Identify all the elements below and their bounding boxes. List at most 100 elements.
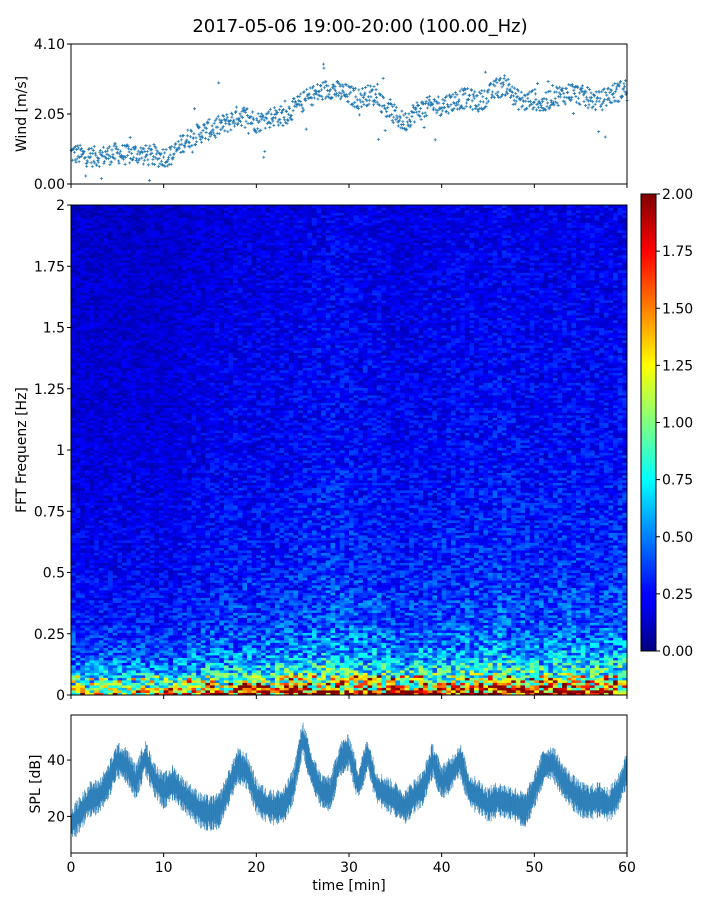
spectrogram-cell xyxy=(279,675,285,678)
spectrogram-cell xyxy=(599,640,605,643)
spectrogram-cell xyxy=(469,690,475,693)
spectrogram-cell xyxy=(603,665,609,668)
spectrogram-cell xyxy=(534,647,540,651)
wind-data-point xyxy=(84,162,88,166)
spectrogram-cell xyxy=(608,622,614,626)
spectrogram-cell xyxy=(390,650,396,653)
spectrogram-cell xyxy=(247,660,253,663)
spectrogram-cell xyxy=(478,682,484,686)
spectrogram-cell xyxy=(168,682,174,686)
spectrogram-cell xyxy=(464,617,470,621)
spectrogram-cell xyxy=(325,645,331,648)
spectrogram-cell xyxy=(386,677,392,681)
wind-data-point xyxy=(284,120,288,124)
spectrogram-cell xyxy=(427,675,433,678)
spectrogram-cell xyxy=(501,672,507,676)
spectrogram-cell xyxy=(103,637,109,641)
spectrogram-cell xyxy=(538,650,544,653)
spectrogram-cell xyxy=(177,635,183,638)
spectrogram-cell xyxy=(149,665,155,668)
spectrogram-cell xyxy=(117,665,123,668)
spectrogram-cell xyxy=(270,625,276,628)
spectrogram-cell xyxy=(543,670,549,673)
spectrogram-cell xyxy=(196,647,202,651)
spectrogram-cell xyxy=(265,647,271,651)
spectrogram-cell xyxy=(538,655,544,658)
spectrogram-cell xyxy=(603,622,609,626)
spectrogram-cell xyxy=(576,657,582,661)
spectrogram-cell xyxy=(270,682,276,686)
spectrogram-cell xyxy=(325,680,331,683)
spectrogram-cell xyxy=(80,612,86,616)
spectrogram-cell xyxy=(233,665,239,668)
spectrogram-cell xyxy=(237,687,243,691)
spectrogram-cell xyxy=(344,660,350,663)
spectrogram-cell xyxy=(390,652,396,656)
spectrogram-cell xyxy=(460,630,466,633)
wind-data-point xyxy=(173,145,177,149)
spectrogram-cell xyxy=(330,620,336,623)
spectrogram-cell xyxy=(488,632,494,636)
spectrogram-cell xyxy=(126,630,132,633)
spectrogram-cell xyxy=(483,665,489,668)
spectrogram-cell xyxy=(562,652,568,656)
spectrogram-cell xyxy=(585,685,591,688)
spectrogram-cell xyxy=(437,642,443,646)
spectrogram-cell xyxy=(488,677,494,681)
spectrogram-cell xyxy=(159,660,165,663)
spectrogram-cell xyxy=(529,640,535,643)
spectrogram-cell xyxy=(112,685,118,688)
spectrogram-cell xyxy=(557,657,563,661)
spectrogram-cell xyxy=(538,687,544,691)
spectrogram-cell xyxy=(288,675,294,678)
spectrogram-cell xyxy=(576,630,582,633)
spectrogram-cell xyxy=(145,622,151,626)
wind-data-point xyxy=(363,86,367,90)
spectrogram-cell xyxy=(427,627,433,631)
spectrogram-cell xyxy=(233,690,239,693)
spectrogram-cell xyxy=(200,655,206,658)
wind-data-point xyxy=(197,133,201,137)
spectrogram-cell xyxy=(140,675,146,678)
spectrogram-cell xyxy=(474,650,480,653)
spectrogram-cell xyxy=(464,645,470,648)
spectrogram-cell xyxy=(302,657,308,661)
wind-plot-area xyxy=(71,44,627,184)
spectrogram-cell xyxy=(210,630,216,633)
spectrogram-cell xyxy=(191,675,197,678)
spectrogram-cell xyxy=(186,655,192,658)
spectrogram-cell xyxy=(349,640,355,643)
spectrogram-cell xyxy=(478,637,484,641)
spectrogram-cell xyxy=(302,680,308,683)
spectrogram-cell xyxy=(469,675,475,678)
spectrogram-cell xyxy=(251,687,257,691)
spectrogram-cell xyxy=(251,665,257,668)
spectrogram-cell xyxy=(506,647,512,651)
spectrogram-cell xyxy=(140,620,146,623)
spectrogram-cell xyxy=(260,672,266,676)
spectrogram-cell xyxy=(395,652,401,656)
spectrogram-cell xyxy=(108,687,114,691)
spectrogram-cell xyxy=(121,682,127,686)
spectrogram-cell xyxy=(589,615,595,618)
spectrogram-cell xyxy=(325,657,331,661)
spectrogram-cell xyxy=(89,630,95,633)
spectrogram-cell xyxy=(140,617,146,621)
spectrogram-cell xyxy=(94,615,100,618)
spectrogram-cell xyxy=(274,637,280,641)
spectrogram-cell xyxy=(237,637,243,641)
spectrogram-cell xyxy=(228,677,234,681)
wind-data-point xyxy=(345,83,349,87)
spectrogram-cell xyxy=(589,650,595,653)
spectrogram-cell xyxy=(446,625,452,628)
spectrogram-cell xyxy=(126,652,132,656)
spectrogram-cell xyxy=(492,665,498,668)
spectrogram-cell xyxy=(191,662,197,666)
spectrogram-cell xyxy=(571,677,577,681)
spectrogram-cell xyxy=(594,680,600,683)
spectrogram-cell xyxy=(131,672,137,676)
spectrogram-cell xyxy=(325,667,331,671)
wind-data-point xyxy=(287,112,291,116)
spectrogram-cell xyxy=(372,645,378,648)
spectrogram-cell xyxy=(603,620,609,623)
